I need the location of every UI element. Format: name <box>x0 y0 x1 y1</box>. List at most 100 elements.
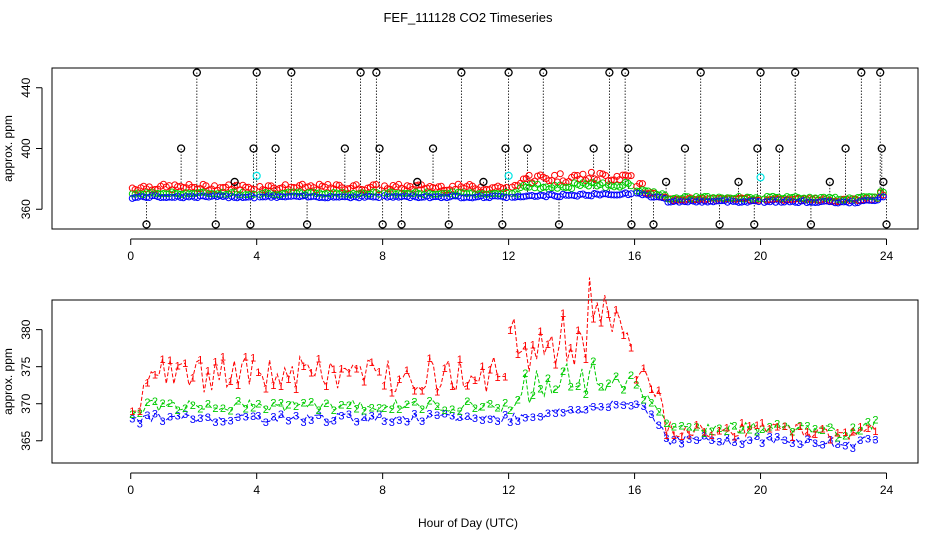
series-line <box>383 412 506 423</box>
series-3-marker: 3 <box>835 439 841 451</box>
series-1-marker: 1 <box>243 352 249 364</box>
series-2-marker: 2 <box>731 420 737 432</box>
red-point <box>434 183 442 191</box>
series-1-marker: 1 <box>205 366 211 378</box>
series-1-marker: 1 <box>449 381 455 393</box>
series-3-marker: 3 <box>560 408 566 420</box>
series-1-marker: 1 <box>545 339 551 351</box>
series-3-marker: 3 <box>353 416 359 428</box>
series-2-marker: 2 <box>502 397 508 409</box>
series-1-marker: 1 <box>419 385 425 397</box>
black-point <box>378 220 387 229</box>
black-point <box>775 144 784 153</box>
series-2-marker: 2 <box>270 398 276 410</box>
series-1-marker: 1 <box>628 343 634 355</box>
series-3-marker: 3 <box>613 399 619 411</box>
series-3-marker: 3 <box>495 416 501 428</box>
black-point <box>252 68 261 77</box>
series-2-marker: 2 <box>472 403 478 415</box>
black-point <box>504 68 513 77</box>
series-3-marker: 3 <box>759 438 765 450</box>
series-2-marker: 2 <box>250 402 256 414</box>
x-tick-label: 0 <box>127 483 134 497</box>
series-2-marker: 2 <box>568 382 574 394</box>
series-2-marker: 2 <box>255 398 261 410</box>
series-3-marker: 3 <box>381 416 387 428</box>
series-3-marker: 3 <box>346 409 352 421</box>
series-3-marker: 3 <box>250 411 256 423</box>
series-1-marker: 1 <box>774 421 780 433</box>
series-3-marker: 3 <box>812 438 818 450</box>
series-2-marker: 2 <box>396 404 402 416</box>
series-2-marker: 2 <box>552 384 558 396</box>
series-1-marker: 1 <box>694 420 700 432</box>
series-3-marker: 3 <box>316 410 322 422</box>
black-point <box>397 220 406 229</box>
series-3-marker: 3 <box>129 414 135 426</box>
series-3-marker: 3 <box>827 435 833 447</box>
series-1-marker: 1 <box>686 429 692 441</box>
series-3-marker: 3 <box>502 410 508 422</box>
x-tick-label: 8 <box>379 483 386 497</box>
series-1-marker: 1 <box>641 363 647 375</box>
series-2-marker: 2 <box>144 397 150 409</box>
series-2-marker: 2 <box>746 424 752 436</box>
series-1-marker: 1 <box>507 325 513 337</box>
series-2-marker: 2 <box>663 418 669 430</box>
series-1-marker: 1 <box>331 364 337 376</box>
series-line <box>509 359 632 411</box>
series-3-marker: 3 <box>583 404 589 416</box>
series-1-marker: 1 <box>872 426 878 438</box>
series-3-marker: 3 <box>872 434 878 446</box>
black-point <box>176 144 186 153</box>
series-2-marker: 2 <box>850 422 856 434</box>
red-point <box>627 172 635 180</box>
series-1-marker: 1 <box>663 430 669 442</box>
series-3-marker: 3 <box>575 404 581 416</box>
series-line <box>257 412 380 423</box>
series-2-marker: 2 <box>442 405 448 417</box>
red-point <box>551 171 559 179</box>
series-2-marker: 2 <box>507 405 513 417</box>
black-point <box>523 144 532 153</box>
series-line <box>761 419 876 439</box>
series-1-marker: 1 <box>515 349 521 361</box>
series-2-marker: 2 <box>263 404 269 416</box>
series-2-marker: 2 <box>537 383 543 395</box>
series-3-marker: 3 <box>746 435 752 447</box>
series-2-marker: 2 <box>190 400 196 412</box>
series-2-marker: 2 <box>301 397 307 409</box>
series-1-marker: 1 <box>590 314 596 326</box>
series-3-marker: 3 <box>263 417 269 429</box>
black-point <box>479 177 488 187</box>
black-point <box>356 68 365 77</box>
series-3-marker: 3 <box>686 434 692 446</box>
series-2-marker: 2 <box>782 421 788 433</box>
series-2-marker: 2 <box>754 427 760 439</box>
series-2-marker: 2 <box>545 373 551 385</box>
series-2-marker: 2 <box>175 405 181 417</box>
series-3-marker: 3 <box>850 443 856 455</box>
black-point <box>554 220 564 229</box>
series-3-marker: 3 <box>159 416 165 428</box>
series-3-marker: 3 <box>545 408 551 420</box>
black-point <box>428 144 438 153</box>
series-3-marker: 3 <box>144 410 150 422</box>
series-3-marker: 3 <box>590 402 596 414</box>
cyan-point <box>252 171 261 180</box>
series-3-marker: 3 <box>774 432 780 444</box>
series-3-marker: 3 <box>648 409 654 421</box>
series-1-marker: 1 <box>144 377 150 389</box>
black-point <box>271 144 280 153</box>
series-3-marker: 3 <box>620 400 626 412</box>
black-point <box>142 220 151 229</box>
black-point <box>375 144 384 153</box>
series-1-marker: 1 <box>270 380 276 392</box>
series-2-marker: 2 <box>628 370 634 382</box>
series-2-marker: 2 <box>404 399 410 411</box>
series-1-marker: 1 <box>389 387 395 399</box>
top-panel: 0 4 8 12 16 20 24 360 400 440 approx. ppm <box>1 67 919 263</box>
y-tick-label: 365 <box>19 430 33 450</box>
series-1-marker: 1 <box>396 374 402 386</box>
